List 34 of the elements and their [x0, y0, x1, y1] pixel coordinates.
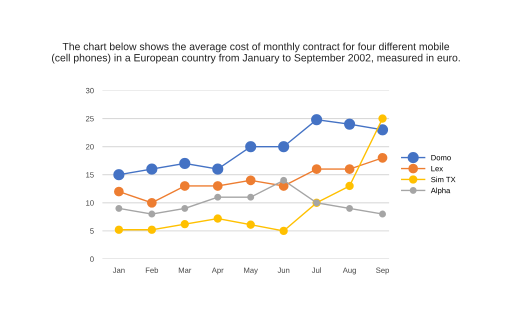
point: [344, 118, 356, 130]
point: [246, 220, 255, 229]
point: [146, 164, 158, 175]
point: [245, 141, 256, 152]
point: [312, 164, 322, 174]
point: [346, 204, 354, 212]
point: [246, 175, 256, 186]
point: [344, 164, 354, 174]
point: [378, 153, 388, 163]
point: [114, 186, 124, 196]
point: [379, 210, 386, 218]
point: [376, 124, 388, 136]
point: [146, 198, 157, 208]
point: [311, 114, 322, 126]
point: [148, 226, 156, 234]
point: [247, 194, 254, 201]
point: [113, 169, 124, 180]
chart-title: The chart below shows the average cost of monthly contract for four different mobile (cell phones) in a European country from January to September 2002, measured in euro.: [52, 42, 460, 64]
point: [180, 181, 190, 191]
point: [378, 114, 387, 123]
point: [148, 210, 156, 218]
point: [214, 194, 222, 201]
point: [278, 141, 290, 152]
point: [279, 226, 288, 236]
point: [114, 226, 124, 234]
point: [212, 181, 223, 191]
point: [345, 182, 354, 190]
point: [115, 204, 122, 212]
point: [280, 176, 288, 184]
point: [179, 158, 190, 170]
point: [212, 164, 224, 175]
point: [180, 220, 189, 228]
point: [214, 214, 222, 223]
point: [181, 204, 188, 212]
